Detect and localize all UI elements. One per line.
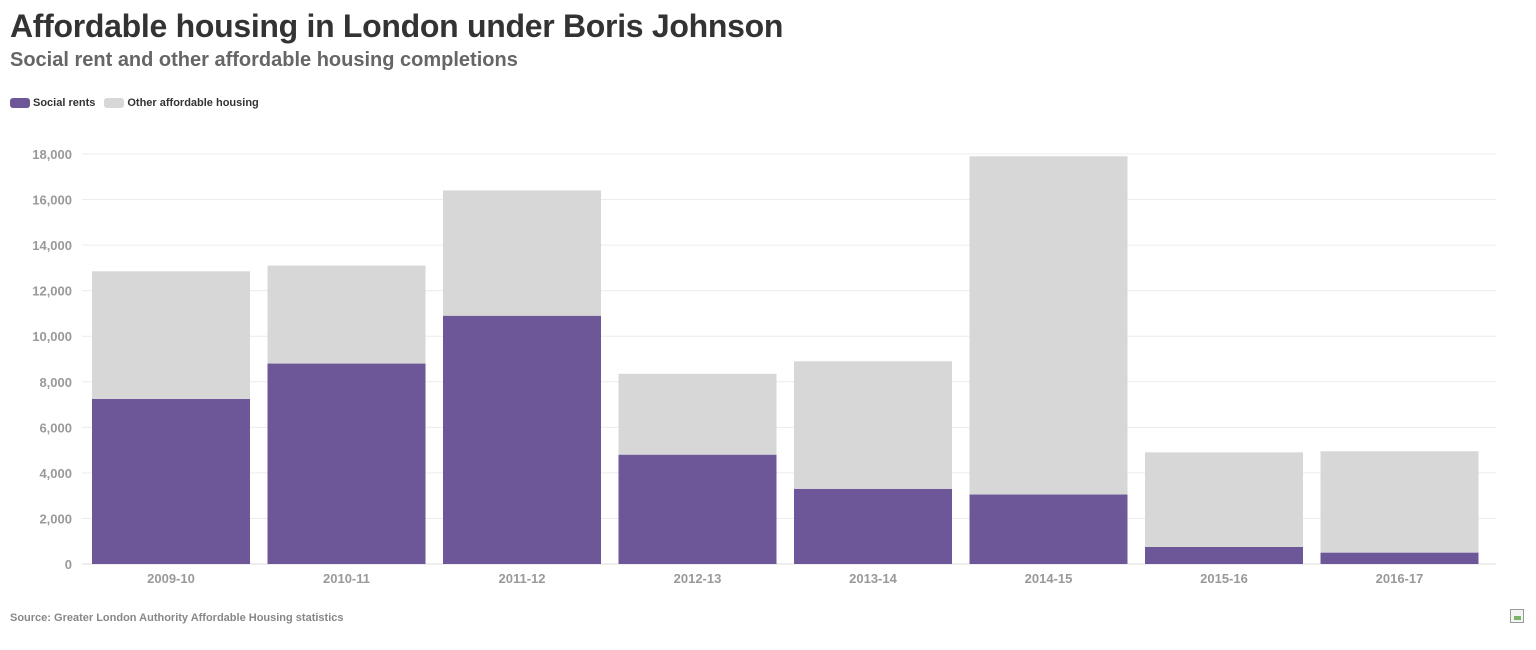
x-tick-label: 2009-10 (147, 571, 195, 586)
x-tick-label: 2014-15 (1025, 571, 1073, 586)
legend-label-social-rents: Social rents (33, 97, 96, 109)
bar-social-rents[interactable] (1320, 552, 1479, 564)
y-tick-label: 4,000 (39, 466, 72, 481)
y-tick-label: 0 (65, 557, 72, 572)
legend-item-other-affordable-housing[interactable]: Other affordable housing (104, 97, 259, 109)
chart-subtitle: Social rent and other affordable housing… (10, 49, 518, 71)
bar-other-affordable-housing[interactable] (443, 190, 601, 316)
bar-social-rents[interactable] (267, 363, 426, 564)
chart-title: Affordable housing in London under Boris… (10, 8, 784, 44)
legend-item-social-rents[interactable]: Social rents (10, 97, 95, 109)
legend-swatch-other-affordable-housing (104, 98, 125, 108)
x-tick-label: 2012-13 (674, 571, 722, 586)
x-tick-label: 2016-17 (1376, 571, 1424, 586)
source-note: Source: Greater London Authority Afforda… (10, 612, 344, 624)
y-tick-label: 2,000 (39, 511, 72, 526)
y-tick-label: 12,000 (32, 284, 72, 299)
legend-label-other-affordable-housing: Other affordable housing (127, 97, 259, 109)
y-tick-label: 6,000 (39, 420, 72, 435)
y-tick-label: 16,000 (32, 193, 72, 208)
x-tick-label: 2015-16 (1200, 571, 1248, 586)
bar-other-affordable-housing[interactable] (267, 265, 426, 364)
y-tick-label: 10,000 (32, 329, 72, 344)
bar-other-affordable-housing[interactable] (92, 271, 250, 399)
bar-social-rents[interactable] (1145, 546, 1303, 564)
bar-other-affordable-housing[interactable] (1320, 451, 1479, 553)
bar-other-affordable-housing[interactable] (618, 373, 777, 455)
x-tick-label: 2010-11 (323, 571, 370, 586)
bar-other-affordable-housing[interactable] (794, 361, 952, 489)
broken-image-icon (1510, 609, 1524, 623)
legend-swatch-social-rents (10, 98, 30, 108)
x-tick-label: 2013-14 (849, 571, 897, 586)
bar-other-affordable-housing[interactable] (1145, 452, 1303, 547)
bar-social-rents[interactable] (794, 488, 952, 564)
bar-other-affordable-housing[interactable] (969, 156, 1128, 495)
bar-social-rents[interactable] (443, 315, 601, 564)
legend: Social rents Other affordable housing (10, 97, 268, 109)
chart-area: 0 2,000 4,000 6,000 8,000 10,000 12,000 14,000 1… (32, 147, 1496, 586)
x-tick-label: 2011-12 (499, 571, 546, 586)
y-tick-label: 8,000 (39, 375, 72, 390)
y-tick-label: 18,000 (32, 147, 72, 162)
y-tick-label: 14,000 (32, 238, 72, 253)
bar-social-rents[interactable] (969, 494, 1128, 564)
bar-social-rents[interactable] (92, 398, 250, 564)
bar-social-rents[interactable] (618, 454, 777, 564)
